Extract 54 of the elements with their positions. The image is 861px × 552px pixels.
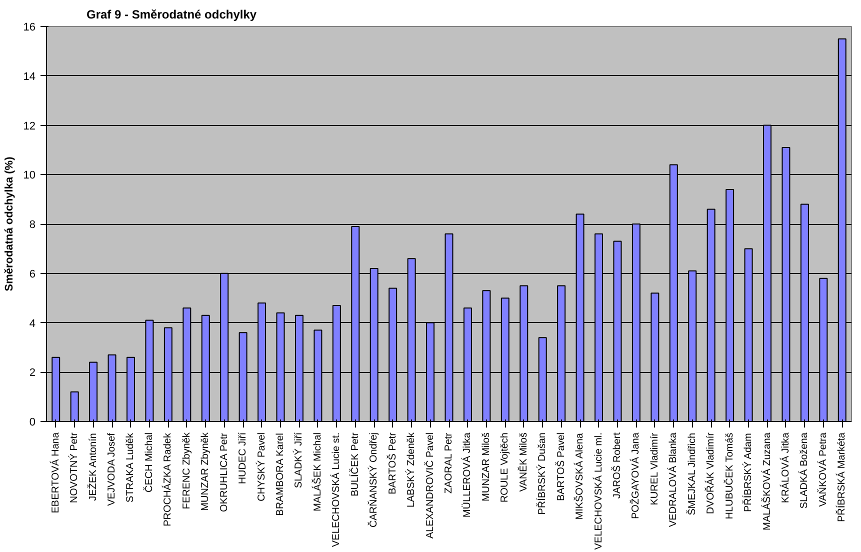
- x-tick-label: BARTOŠ Pavel: [554, 432, 567, 502]
- x-tick-label: LABSKÝ Zdeněk: [405, 432, 418, 508]
- x-tick-label: CHYSKÝ Pavel: [255, 432, 268, 502]
- x-tick-label: VEDRALOVÁ Blanka: [667, 432, 680, 527]
- x-tick-label: PŘÍBRSKÁ Markéta: [836, 432, 848, 522]
- y-tick-label: 8: [29, 219, 36, 231]
- x-tick-label: EBERTOVÁ Hana: [49, 432, 62, 514]
- x-tick-label: VELECHOVSKÁ Lucie ml.: [592, 432, 604, 550]
- y-tick-label: 16: [23, 22, 36, 34]
- x-tick-label: VELECHOVSKÁ Lucie st.: [330, 432, 342, 547]
- x-tick-label: BRAMBORA Karel: [275, 433, 286, 516]
- x-tick-label: DVOŘÁK Vladimír: [704, 432, 717, 514]
- x-tick-label: PŘÍBRSKÝ Adam: [742, 433, 754, 512]
- x-tick-label: ČECH Michal: [142, 432, 155, 493]
- y-tick-label: 6: [29, 268, 36, 280]
- x-tick-label: MALÁŠKOVÁ Zuzana: [760, 432, 773, 530]
- x-tick-label: PROCHÁZKA Radek: [162, 432, 174, 526]
- x-tick-label: HUDEC Jiří: [238, 432, 249, 484]
- x-tick-label: OKRUHLICA Petr: [218, 432, 230, 512]
- x-tick-label: BULÍČEK Petr: [348, 432, 361, 496]
- x-tick-label: VANĚK Miloš: [517, 432, 530, 492]
- x-tick-label: SLADKÝ Jiří: [292, 432, 305, 488]
- x-tick-label: BARTOŠ Petr: [386, 432, 398, 494]
- y-tick-label: 12: [23, 120, 36, 132]
- x-tick-label: ROULE Vojtěch: [500, 432, 511, 503]
- x-tick-label: KUREL Vladimír: [649, 432, 660, 506]
- y-tick-label: 14: [23, 70, 36, 83]
- y-tick-label: 4: [29, 318, 36, 330]
- x-tick-label: MALÁŠEK Michal: [311, 432, 324, 512]
- x-tick-label: JAROŠ Robert: [610, 432, 623, 499]
- x-tick-label: JEŽEK Antonín: [86, 433, 99, 501]
- x-tick-label: SLADKÁ Božena: [798, 432, 810, 509]
- x-tick-label: VAŇKOVÁ Petra: [816, 432, 829, 507]
- x-tick-label: POŽGAYOVÁ Jana: [630, 432, 642, 520]
- x-tick-label: ZAORAL Petr: [444, 432, 454, 494]
- x-tick-label: FERENC Zbyněk: [181, 432, 192, 510]
- x-tick-label: PŘÍBRSKÝ Dušan: [536, 432, 548, 515]
- y-axis-title: Směrodatná odchylka (%): [3, 156, 16, 292]
- y-tick-label: 0: [29, 416, 36, 428]
- x-tick-label: ČARŇANSKÝ Ondřej: [368, 432, 380, 528]
- chart-title: Graf 9 - Směrodatné odchylky: [86, 8, 257, 22]
- x-tick-label: VEJVODA Josef: [106, 432, 118, 506]
- x-tick-label: NOVOTNÝ Petr: [68, 432, 80, 504]
- x-tick-label: MUNZAR Zbyněk: [200, 432, 212, 511]
- x-tick-label: STRAKA Luděk: [125, 432, 136, 503]
- x-tick-label: KRÁLOVÁ Jitka: [779, 432, 792, 504]
- y-tick-label: 2: [29, 367, 36, 380]
- x-tick-label: ALEXANDROVIČ Pavel: [424, 432, 436, 539]
- x-tick-label: MUNZAR Miloš: [480, 432, 492, 502]
- x-tick-label: MÜLLEROVÁ Jitka: [461, 432, 474, 518]
- x-tick-label: MIKŠOVSKÁ Alena: [574, 432, 586, 520]
- y-tick-label: 10: [23, 170, 36, 182]
- x-tick-label: HLUBUČEK Tomáš: [723, 432, 736, 520]
- x-tick-label: ŠMEJKAL Jindřich: [686, 432, 698, 516]
